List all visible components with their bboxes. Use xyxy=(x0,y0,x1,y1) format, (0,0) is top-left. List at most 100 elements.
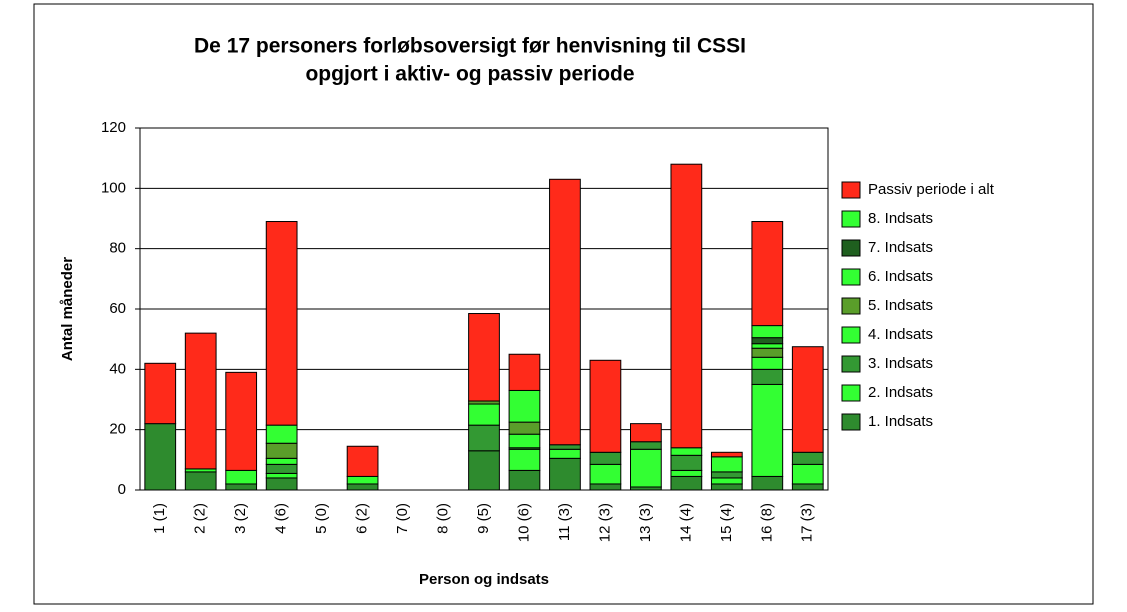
bar-segment xyxy=(468,403,500,426)
bar-segment xyxy=(346,445,379,477)
bar-segment xyxy=(670,447,703,456)
bar-segment xyxy=(630,448,662,488)
bar-segment xyxy=(265,472,298,479)
bar-segment xyxy=(549,178,581,446)
bar-segment xyxy=(346,483,379,491)
bar-segment xyxy=(751,356,784,370)
bar-segment xyxy=(751,347,784,358)
bar-segment xyxy=(508,469,541,491)
chart-subtitle: opgjort i aktiv- og passiv periode xyxy=(305,63,634,86)
bar-segment xyxy=(468,313,500,402)
y-tick-label: 20 xyxy=(109,421,126,438)
bar-segment xyxy=(710,451,743,458)
bar-segment xyxy=(589,483,622,491)
y-tick-label: 100 xyxy=(101,179,126,196)
bar-segment xyxy=(184,332,217,470)
bar-segment xyxy=(751,221,784,327)
bar-segment xyxy=(791,483,824,491)
bar-segment xyxy=(751,383,784,477)
legend-swatch xyxy=(841,413,861,431)
bar-segment xyxy=(265,463,298,474)
bar-segment xyxy=(630,441,662,450)
x-tick-label: 12 (3) xyxy=(596,503,613,542)
bar-segment xyxy=(670,163,703,449)
y-tick-label: 60 xyxy=(109,300,126,317)
bar-segment xyxy=(225,371,258,471)
bar-segment xyxy=(630,423,662,443)
x-tick-label: 2 (2) xyxy=(192,503,209,534)
legend-label: 3. Indsats xyxy=(868,355,933,372)
bar-segment xyxy=(549,448,581,459)
bar-segment xyxy=(751,325,784,339)
x-tick-label: 17 (3) xyxy=(799,503,816,542)
bar-segment xyxy=(265,477,298,491)
x-tick-label: 10 (6) xyxy=(515,503,532,542)
x-axis-label: Person og indsats xyxy=(419,571,549,588)
bar-segment xyxy=(508,353,541,391)
x-tick-label: 14 (4) xyxy=(677,503,694,542)
bar-segment xyxy=(265,457,298,465)
bar-segment xyxy=(710,471,743,479)
bar-segment xyxy=(710,477,743,485)
bar-segment xyxy=(710,456,743,473)
bar-segment xyxy=(670,454,703,471)
y-axis-label: Antal måneder xyxy=(59,257,76,361)
x-tick-label: 9 (5) xyxy=(475,503,492,534)
x-tick-label: 7 (0) xyxy=(394,503,411,534)
legend-swatch xyxy=(841,326,861,344)
legend-label: 8. Indsats xyxy=(868,210,933,227)
legend-label: 2. Indsats xyxy=(868,384,933,401)
bar-segment xyxy=(508,389,541,423)
bar-segment xyxy=(508,421,541,435)
bar-segment xyxy=(589,451,622,465)
y-tick-label: 120 xyxy=(101,119,126,136)
y-tick-label: 0 xyxy=(118,481,126,498)
legend-swatch xyxy=(841,239,861,257)
bar-segment xyxy=(144,362,177,425)
bar-segment xyxy=(225,469,258,485)
bar-segment xyxy=(144,423,177,491)
x-tick-label: 6 (2) xyxy=(354,503,371,534)
bar-segment xyxy=(589,359,622,453)
bar-segment xyxy=(265,442,298,459)
bar-segment xyxy=(751,343,784,349)
bar-segment xyxy=(791,463,824,485)
legend-label: 7. Indsats xyxy=(868,239,933,256)
y-tick-label: 80 xyxy=(109,240,126,257)
legend-label: 5. Indsats xyxy=(868,297,933,314)
x-tick-label: 8 (0) xyxy=(434,503,451,534)
x-tick-label: 4 (6) xyxy=(273,503,290,534)
bar-segment xyxy=(751,368,784,385)
legend-label: 6. Indsats xyxy=(868,268,933,285)
y-tick-label: 40 xyxy=(109,360,126,377)
x-tick-label: 5 (0) xyxy=(313,503,330,534)
x-tick-label: 15 (4) xyxy=(718,503,735,542)
legend-swatch xyxy=(841,181,861,199)
bar-segment xyxy=(468,424,500,452)
bar-segment xyxy=(670,475,703,491)
bar-segment xyxy=(508,448,541,471)
x-tick-label: 3 (2) xyxy=(232,503,249,534)
bar-segment xyxy=(549,457,581,491)
bar-segment xyxy=(549,444,581,450)
legend-label: 4. Indsats xyxy=(868,326,933,343)
legend-label: Passiv periode i alt xyxy=(868,181,995,198)
bar-segment xyxy=(225,483,258,491)
legend-swatch xyxy=(841,384,861,402)
bar-segment xyxy=(589,463,622,485)
bar-segment xyxy=(184,471,217,491)
bar-segment xyxy=(468,450,500,491)
legend-swatch xyxy=(841,297,861,315)
bar-segment xyxy=(791,346,824,453)
bar-segment xyxy=(265,221,298,426)
x-tick-label: 13 (3) xyxy=(637,503,654,542)
bar-segment xyxy=(265,424,298,444)
bar-segment xyxy=(751,475,784,491)
bar-segment xyxy=(751,337,784,345)
bar-segment xyxy=(508,433,541,449)
chart-title: De 17 personers forløbsoversigt før henv… xyxy=(194,35,746,58)
legend-label: 1. Indsats xyxy=(868,413,933,430)
x-tick-label: 1 (1) xyxy=(151,503,168,534)
legend-swatch xyxy=(841,268,861,286)
